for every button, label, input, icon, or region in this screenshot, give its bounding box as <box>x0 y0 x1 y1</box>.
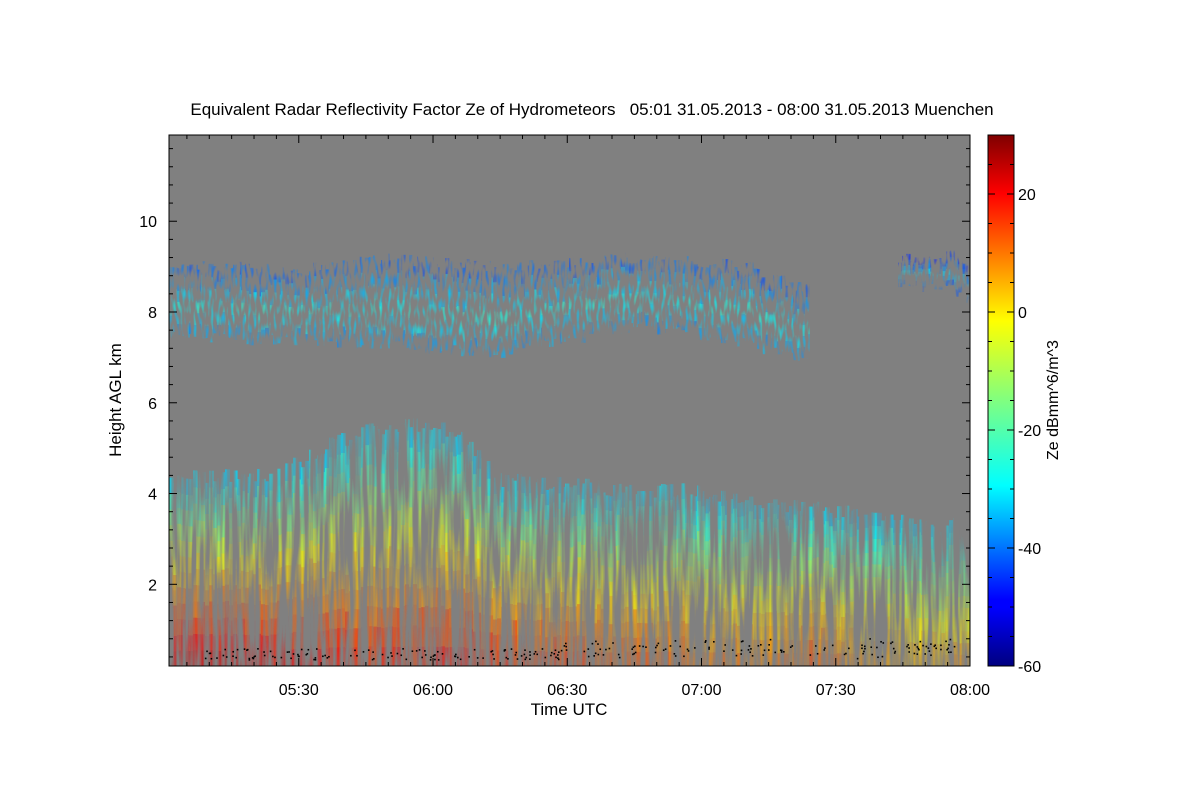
colorbar-axis: -60 -40 -20 0 20 <box>988 164 1041 676</box>
x-tick-label: 08:00 <box>950 682 990 699</box>
y-tick-label: 10 <box>139 214 157 231</box>
colorbar-tick-label: 0 <box>1018 305 1027 322</box>
precipitation-echo <box>169 418 970 666</box>
y-tick-label: 2 <box>148 577 157 594</box>
x-tick-label: 05:30 <box>279 682 319 699</box>
y-tick-label: 4 <box>148 487 157 504</box>
x-tick-label: 06:30 <box>547 682 587 699</box>
upper-ice-cloud-2 <box>898 250 970 303</box>
y-tick-label: 6 <box>148 396 157 413</box>
x-tick-label: 07:00 <box>681 682 721 699</box>
colorbar-label: Ze dBmm^6/m^3 <box>1045 340 1062 460</box>
colorbar-tick-label: -40 <box>1018 541 1041 558</box>
colorbar-tick-label: -60 <box>1018 659 1041 676</box>
colorbar-tick-label: 20 <box>1018 187 1036 204</box>
x-axis: 05:30 06:00 06:30 07:00 07:30 08:00 <box>186 135 990 699</box>
y-axis: 2 4 6 8 10 <box>139 148 970 658</box>
y-axis-label: Height AGL km <box>106 343 125 457</box>
reflectivity-field <box>169 250 970 666</box>
ground-clutter <box>204 638 956 661</box>
x-axis-label: Time UTC <box>531 700 608 719</box>
chart-title: Equivalent Radar Reflectivity Factor Ze … <box>190 100 993 119</box>
y-tick-label: 8 <box>148 305 157 322</box>
colorbar <box>987 134 1015 667</box>
colorbar-tick-label: -20 <box>1018 423 1041 440</box>
x-tick-label: 06:00 <box>413 682 453 699</box>
plot-frame <box>168 134 971 667</box>
upper-ice-cloud <box>169 252 810 361</box>
x-tick-label: 07:30 <box>816 682 856 699</box>
